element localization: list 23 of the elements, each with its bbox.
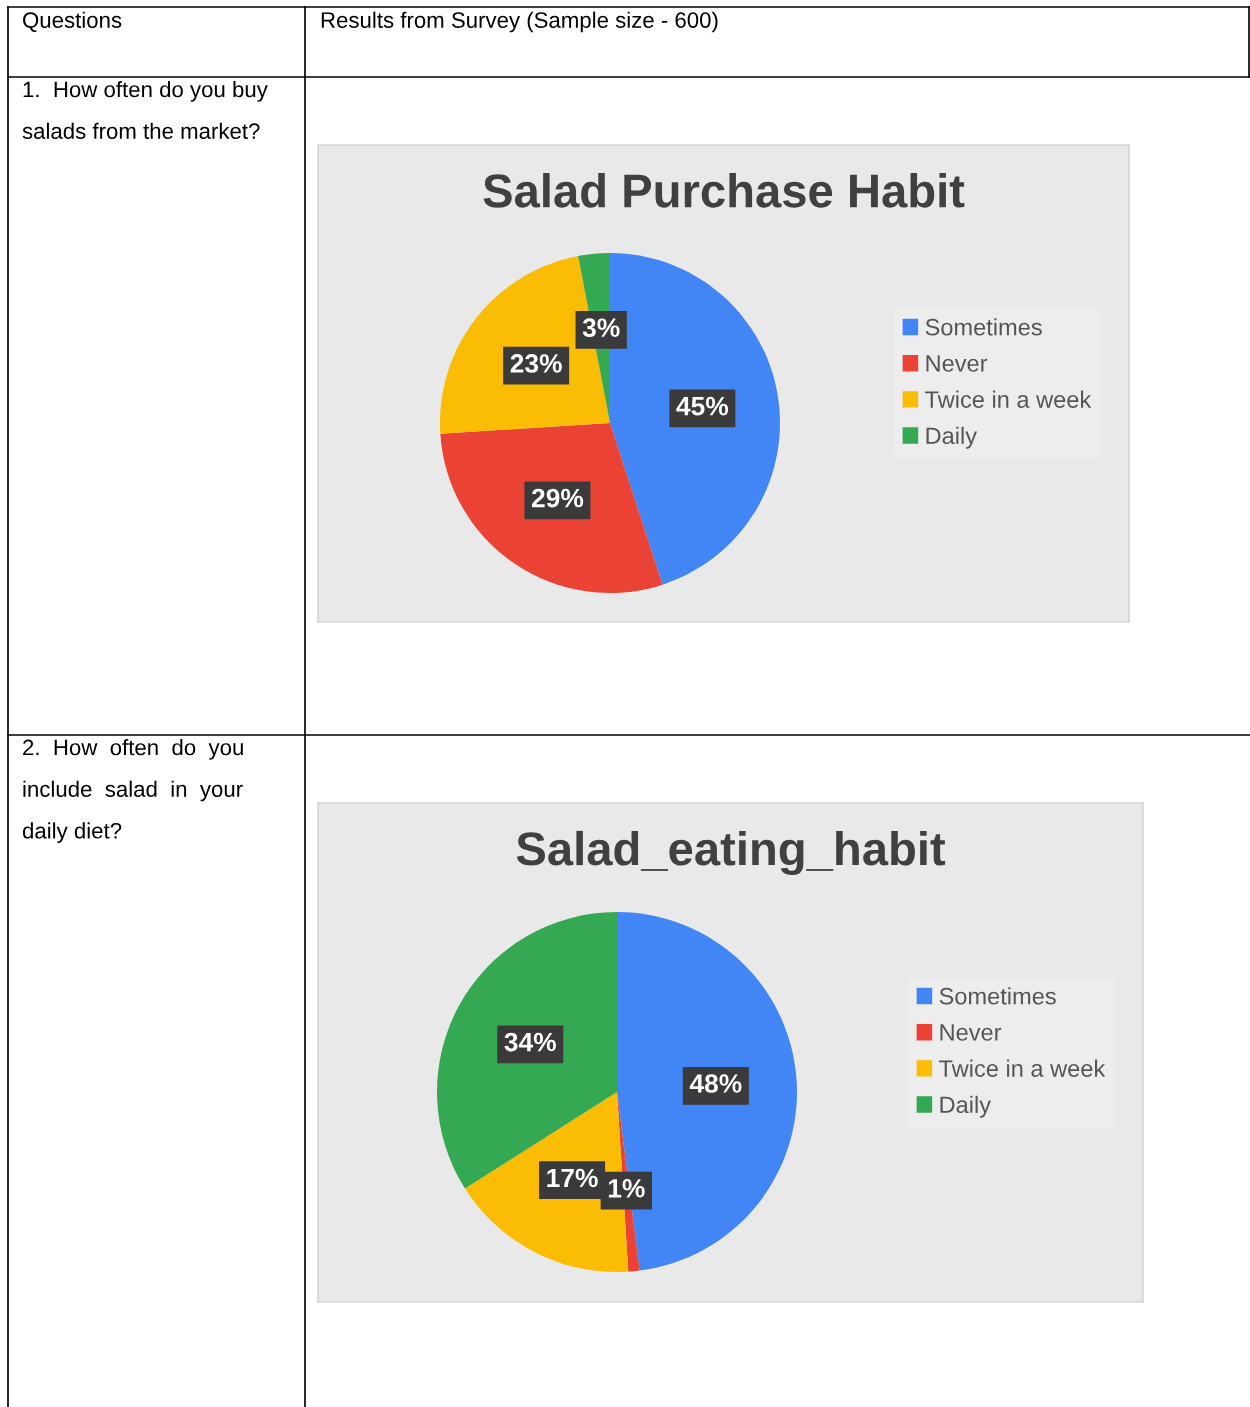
text: Results from Survey (Sample size - 600): [321, 11, 718, 33]
data-label: 48%: [689, 1074, 742, 1093]
chart-title: Salad Purchase Habit: [483, 172, 965, 208]
data-label: 3%: [582, 318, 620, 338]
data-label: 45%: [676, 396, 729, 416]
legend-label: Sometimes: [939, 987, 1056, 1005]
data-label: 23%: [510, 354, 562, 373]
pie-slice: [440, 423, 663, 593]
legend-label: Daily: [940, 1095, 991, 1118]
legend-label: Twice in a week: [925, 390, 1092, 408]
text: Questions: [23, 11, 122, 32]
text: 1. How often do you buy salads from the market?: [22, 81, 268, 139]
chart-title: Salad_eating_habit: [516, 830, 946, 876]
data-label: 1%: [608, 1179, 645, 1198]
data-label: 17%: [547, 1168, 598, 1188]
data-label: 29%: [531, 488, 584, 508]
data-label: 34%: [504, 1032, 556, 1052]
text: 2. How often do you include salad in your daily diet?: [22, 739, 243, 844]
legend-label: Sometimes: [925, 318, 1042, 336]
legend-label: Twice in a week: [939, 1059, 1106, 1077]
legend-label: Never: [926, 355, 988, 372]
legend-label: Daily: [926, 426, 977, 449]
legend-label: Never: [940, 1024, 1002, 1041]
